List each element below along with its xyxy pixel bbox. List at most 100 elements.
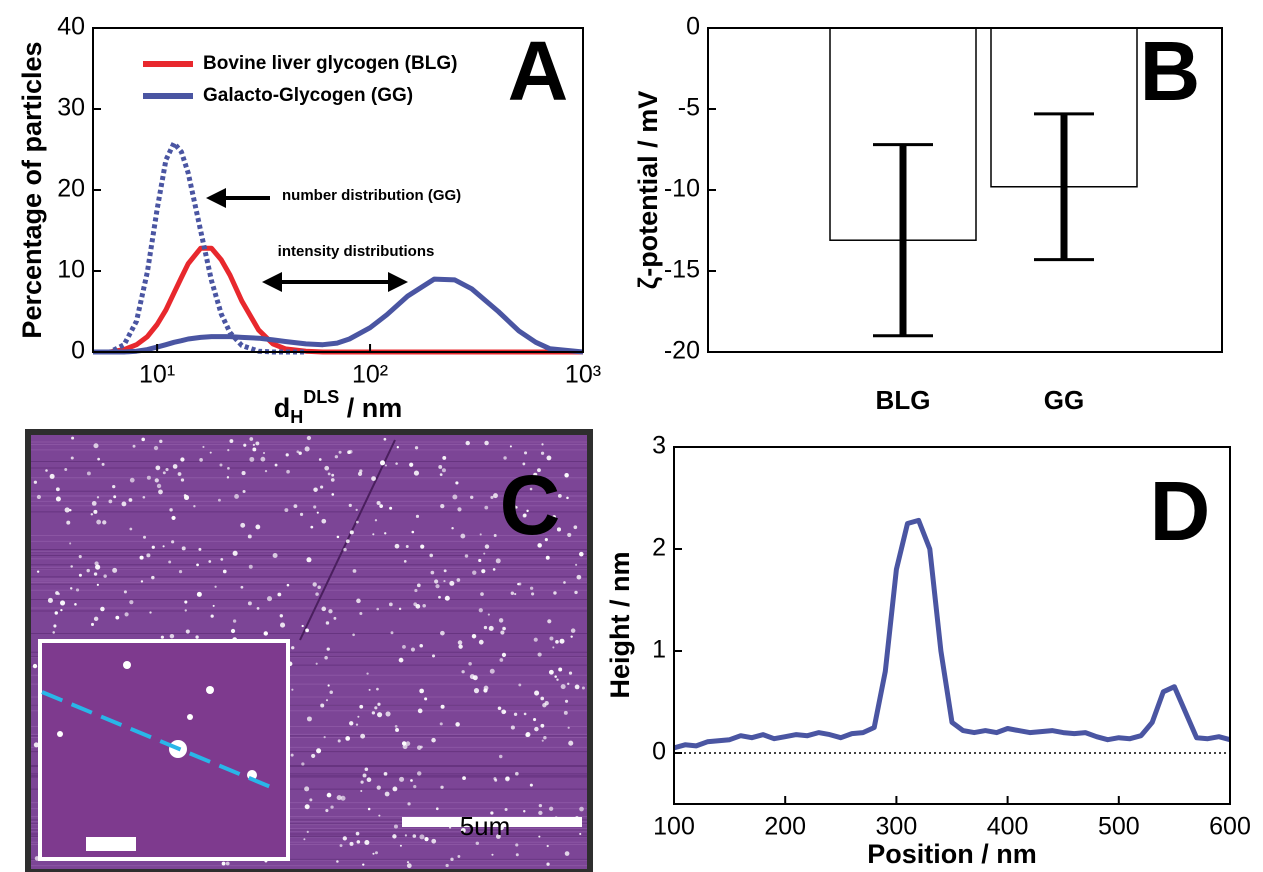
particle: [503, 456, 507, 460]
particle: [546, 862, 550, 866]
particle: [419, 688, 425, 694]
particle: [172, 464, 178, 469]
y-tick-label: 0: [652, 738, 666, 766]
particle: [255, 441, 260, 446]
particle: [424, 697, 428, 701]
particle: [196, 563, 199, 567]
particle: [483, 688, 488, 693]
particle: [510, 725, 515, 730]
particle: [567, 532, 572, 538]
particle: [252, 443, 256, 447]
particle: [388, 602, 393, 607]
particle: [274, 463, 278, 467]
particle: [529, 487, 533, 491]
particle: [401, 741, 407, 746]
panel-letter: A: [508, 24, 569, 118]
particle: [199, 458, 203, 462]
particle: [443, 569, 447, 573]
x-tick-label: 500: [1098, 813, 1140, 841]
particle: [309, 798, 313, 802]
particle: [301, 762, 305, 766]
particle: [374, 519, 378, 522]
particle: [93, 509, 98, 514]
particle: [478, 608, 483, 613]
particle: [484, 440, 489, 446]
particle: [266, 596, 273, 602]
profile-line: [41, 690, 279, 792]
particle: [480, 592, 484, 596]
particle: [57, 592, 60, 596]
x-tick-label: 10²: [352, 361, 388, 389]
x-tick-label: 600: [1209, 813, 1251, 841]
particle: [349, 530, 354, 535]
particle: [316, 748, 322, 754]
particle: [227, 467, 230, 470]
particle: [352, 569, 357, 573]
particle: [440, 503, 445, 509]
particle: [457, 640, 463, 645]
particle: [527, 526, 532, 531]
particle: [299, 512, 304, 516]
x-axis-label: Position / nm: [867, 839, 1037, 869]
particle: [431, 838, 437, 844]
particle: [183, 494, 190, 501]
category-label: BLG: [876, 385, 931, 415]
particle: [393, 824, 398, 829]
particle: [168, 560, 172, 564]
particle: [414, 588, 418, 593]
particle: [394, 725, 398, 728]
particle: [366, 672, 369, 675]
particle: [70, 456, 74, 460]
particle: [394, 543, 400, 549]
particle: [357, 471, 363, 476]
particle: [146, 553, 151, 558]
particle: [384, 464, 387, 467]
y-tick-label: 30: [57, 94, 85, 122]
inset-particle: [187, 714, 193, 720]
particle: [512, 504, 516, 508]
particle: [493, 533, 497, 537]
particle: [395, 728, 399, 732]
particle: [540, 451, 545, 455]
particle: [410, 647, 416, 652]
particle: [579, 806, 584, 812]
particle: [405, 741, 411, 746]
particle: [151, 575, 155, 580]
particle: [317, 585, 321, 590]
particle: [552, 515, 556, 519]
particle: [413, 470, 420, 476]
particle: [234, 494, 239, 499]
particle: [217, 498, 221, 502]
particle: [293, 504, 298, 509]
particle: [411, 530, 415, 534]
particle: [304, 786, 310, 792]
particle: [483, 552, 486, 555]
particle: [260, 456, 266, 462]
particle: [249, 437, 254, 441]
particle: [442, 455, 447, 460]
particle: [555, 640, 559, 644]
particle: [155, 465, 161, 471]
particle: [383, 437, 387, 441]
particle: [487, 613, 490, 616]
particle: [416, 583, 421, 588]
particle: [475, 841, 480, 846]
particle: [336, 860, 339, 863]
particle: [525, 732, 530, 737]
particle: [484, 505, 489, 510]
particle: [396, 446, 399, 449]
particle: [407, 802, 411, 806]
particle: [438, 595, 441, 599]
particle: [336, 795, 342, 801]
particle: [452, 494, 458, 500]
y-tick-label: 20: [57, 175, 85, 203]
particle: [412, 834, 417, 838]
particle: [321, 606, 327, 612]
particle: [538, 803, 543, 808]
particle: [360, 780, 364, 784]
particle: [129, 600, 134, 605]
particle: [566, 496, 569, 500]
particle: [514, 505, 518, 509]
particle: [501, 652, 507, 658]
particle: [355, 508, 358, 512]
